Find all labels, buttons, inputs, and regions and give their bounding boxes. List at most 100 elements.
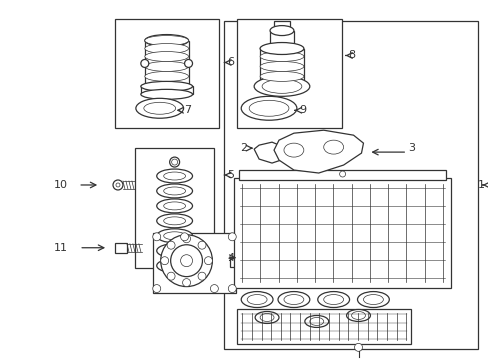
Circle shape [204,257,212,265]
Ellipse shape [144,62,188,71]
Circle shape [171,159,177,165]
Ellipse shape [241,96,296,120]
Ellipse shape [163,232,185,240]
Ellipse shape [323,294,343,305]
Circle shape [339,171,345,177]
Ellipse shape [323,140,343,154]
Text: 8: 8 [348,50,355,60]
Ellipse shape [143,102,175,114]
Circle shape [198,241,205,249]
Polygon shape [273,130,363,173]
Circle shape [169,157,179,167]
Bar [141,86,192,94]
Ellipse shape [260,71,303,81]
Circle shape [161,257,168,265]
Bar [269,31,293,50]
Ellipse shape [260,44,303,54]
Bar [237,310,410,345]
Ellipse shape [141,81,192,91]
Circle shape [180,233,188,241]
Ellipse shape [260,314,273,321]
Ellipse shape [163,247,185,255]
Text: 5: 5 [227,170,234,180]
Circle shape [184,59,192,67]
Ellipse shape [284,143,303,157]
Text: 10: 10 [54,180,68,190]
Ellipse shape [241,292,272,307]
Circle shape [228,285,236,293]
Bar [115,19,219,128]
Ellipse shape [254,76,309,96]
Bar [115,243,127,253]
Ellipse shape [163,172,185,180]
Circle shape [141,59,148,67]
Ellipse shape [163,202,185,210]
Ellipse shape [284,294,303,305]
Ellipse shape [246,294,266,305]
Ellipse shape [260,62,303,71]
Bar [260,49,303,88]
Ellipse shape [309,318,323,325]
Circle shape [180,255,192,267]
Ellipse shape [351,311,365,319]
Bar [273,21,289,32]
Bar [224,21,477,349]
Ellipse shape [157,169,192,183]
Bar [237,19,341,128]
Ellipse shape [157,214,192,228]
Bar [135,148,214,268]
Ellipse shape [144,51,188,62]
Ellipse shape [144,44,188,54]
Circle shape [113,180,122,190]
Ellipse shape [249,100,288,116]
Text: 2: 2 [240,143,246,153]
Circle shape [210,285,218,293]
Ellipse shape [157,199,192,213]
Circle shape [182,235,190,243]
Circle shape [354,343,362,351]
Circle shape [198,272,205,280]
Ellipse shape [144,35,188,46]
Ellipse shape [260,51,303,62]
Text: 9: 9 [298,105,305,115]
Text: 11: 11 [54,243,68,253]
Text: 7: 7 [184,105,191,115]
Ellipse shape [157,259,192,273]
Text: 1: 1 [477,180,484,190]
Circle shape [167,272,175,280]
Ellipse shape [157,244,192,258]
Text: 4: 4 [227,253,234,263]
Text: 3: 3 [407,143,414,153]
Ellipse shape [262,80,301,93]
Circle shape [152,285,161,293]
Bar [144,41,188,86]
Bar [230,257,244,267]
Bar [234,178,450,288]
Circle shape [116,183,120,187]
Ellipse shape [304,315,328,328]
Ellipse shape [346,310,370,321]
Bar [152,233,236,293]
Text: 6: 6 [227,58,234,67]
Ellipse shape [163,187,185,195]
Circle shape [228,233,236,241]
Circle shape [161,235,212,287]
Ellipse shape [260,42,303,54]
Ellipse shape [278,292,309,307]
Ellipse shape [357,292,388,307]
Circle shape [152,233,161,241]
Ellipse shape [163,217,185,225]
Circle shape [167,241,175,249]
Polygon shape [254,142,288,163]
Ellipse shape [157,184,192,198]
Ellipse shape [136,98,183,118]
Ellipse shape [144,36,188,45]
Ellipse shape [363,294,383,305]
Ellipse shape [255,311,279,323]
Ellipse shape [144,71,188,81]
Ellipse shape [317,292,349,307]
Ellipse shape [157,229,192,243]
Circle shape [182,279,190,287]
Bar [239,170,445,180]
Ellipse shape [163,262,185,270]
